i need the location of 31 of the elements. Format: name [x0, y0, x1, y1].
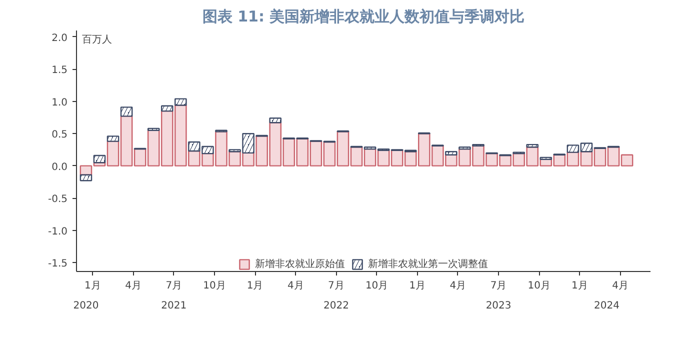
y-tick-label: -1.5 — [48, 258, 68, 270]
y-tick-label: 1.5 — [52, 65, 68, 76]
x-tick-label: 4月 — [125, 280, 142, 292]
y-tick-label: 0.5 — [52, 130, 68, 141]
x-tick-label: 7月 — [166, 280, 182, 292]
legend-label: 新增非农就业第一次调整值 — [368, 258, 488, 271]
y-axis-title: 百万人 — [82, 34, 112, 46]
y-tick-label: 1.0 — [52, 97, 68, 108]
x-tick-label: 7月 — [490, 280, 507, 292]
text: 2021 — [161, 300, 187, 312]
text: 2022 — [323, 300, 349, 312]
y-tick-label: -0.5 — [48, 194, 68, 206]
legend-label: 新增非农就业原始值 — [255, 258, 345, 271]
text: 2024 — [594, 300, 620, 312]
x-tick-label: 4月 — [612, 280, 628, 292]
y-tick-label: 2.0 — [52, 32, 68, 44]
x-tick-label: 10月 — [203, 280, 226, 292]
chart-title: 图表 11: 美国新增非农就业人数初值与季调对比 — [202, 8, 525, 26]
x-tick-label: 1月 — [84, 280, 101, 292]
text: 2020 — [73, 300, 99, 312]
y-tick-label: 0.0 — [52, 162, 68, 173]
x-tick-label: 1月 — [246, 280, 264, 292]
x-tick-label: 10月 — [528, 280, 550, 292]
x-tick-label: 1月 — [572, 280, 588, 292]
x-tick-label: 4月 — [450, 280, 466, 292]
x-tick-label: 1月 — [409, 280, 426, 292]
x-tick-label: 10月 — [365, 280, 388, 292]
x-tick-label: 7月 — [328, 280, 344, 292]
y-tick-label: -1.0 — [48, 226, 68, 238]
text: 2023 — [486, 300, 512, 312]
x-tick-label: 4月 — [287, 280, 304, 292]
